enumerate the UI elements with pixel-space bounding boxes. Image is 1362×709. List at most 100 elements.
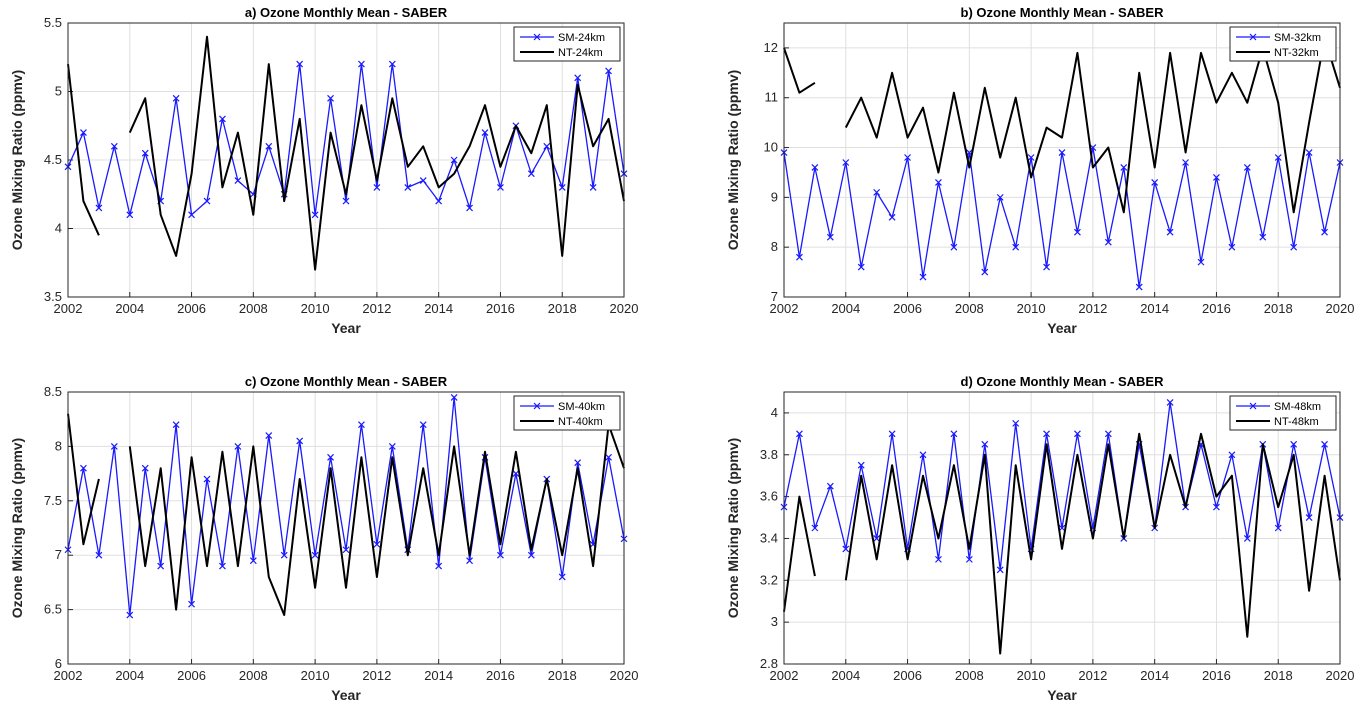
- data-point: [311, 551, 319, 559]
- legend-box: [513, 395, 621, 431]
- x-tick-label: 2006: [893, 668, 922, 683]
- series-nt-48km: [783, 432, 1341, 655]
- data-point: [342, 197, 350, 205]
- data-point: [1321, 440, 1328, 448]
- y-tick-label: 3.6: [760, 489, 778, 504]
- data-point: [605, 67, 612, 75]
- data-point: [811, 524, 819, 532]
- data-point: [1290, 440, 1298, 448]
- legend-label: NT-24km: [558, 47, 603, 59]
- data-point: [589, 183, 597, 191]
- data-point: [188, 600, 195, 608]
- legend-label: SM-24km: [558, 32, 605, 44]
- y-tick-label: 9: [771, 189, 778, 204]
- data-point: [466, 557, 473, 565]
- data-point: [796, 253, 803, 261]
- y-tick-label: 6: [55, 656, 62, 671]
- legend-label: NT-40km: [558, 416, 603, 428]
- data-point: [935, 178, 942, 186]
- data-point: [110, 142, 118, 150]
- data-point: [311, 211, 319, 219]
- data-point: [219, 562, 226, 570]
- legend-marker: [533, 402, 541, 410]
- data-point: [558, 573, 566, 581]
- data-point: [1243, 164, 1251, 171]
- x-tick-label: 2006: [177, 668, 206, 683]
- x-tick-label: 2010: [1017, 301, 1046, 316]
- x-axis-label: Year: [331, 320, 361, 336]
- data-point: [126, 611, 134, 619]
- data-point: [249, 557, 257, 565]
- data-point: [1228, 451, 1236, 459]
- data-point: [1043, 430, 1050, 438]
- legend-marker: [1249, 402, 1257, 410]
- data-point: [265, 432, 273, 439]
- legend-box: [513, 26, 621, 62]
- y-axis-label: Ozone Mixing Ratio (ppmv): [9, 70, 25, 250]
- data-point: [419, 421, 427, 429]
- data-point: [1120, 164, 1128, 171]
- chart-panel-2: 2002 2004 2006 2008 2010 2012 2014 2016 2018 2020…: [9, 374, 638, 703]
- data-point: [141, 464, 149, 472]
- data-point: [1305, 149, 1313, 156]
- data-point: [327, 94, 334, 102]
- x-tick-label: 2002: [770, 301, 799, 316]
- data-point: [1058, 149, 1066, 156]
- y-tick-label: 6.5: [44, 602, 62, 617]
- x-tick-label: 2004: [831, 668, 860, 683]
- series-sm-24km: [64, 60, 628, 219]
- data-point: [811, 164, 819, 171]
- legend: SM-32km NT-32km: [1229, 26, 1337, 62]
- data-point: [450, 394, 458, 401]
- data-point: [404, 183, 412, 191]
- x-tick-label: 2010: [1017, 668, 1046, 683]
- data-point: [796, 430, 803, 438]
- data-point: [234, 442, 242, 450]
- y-tick-label: 3.2: [760, 572, 778, 587]
- x-tick-label: 2004: [115, 301, 144, 316]
- legend-label: SM-40km: [558, 401, 605, 413]
- x-tick-label: 2018: [1264, 301, 1293, 316]
- x-tick-label: 2008: [955, 301, 984, 316]
- data-point: [388, 60, 396, 68]
- data-point: [327, 453, 334, 461]
- data-point: [1290, 243, 1298, 251]
- data-point: [172, 94, 180, 102]
- data-point: [280, 551, 288, 559]
- data-point: [342, 546, 350, 554]
- chart-panel-1: 2002 2004 2006 2008 2010 2012 2014 2016 2018 2020…: [725, 5, 1354, 336]
- data-point: [1274, 154, 1282, 161]
- data-point: [203, 197, 211, 205]
- axes-frame: [67, 22, 625, 298]
- data-point: [574, 459, 582, 467]
- y-tick-label: 7: [55, 547, 62, 562]
- data-point: [826, 482, 834, 490]
- y-axis-label: Ozone Mixing Ratio (ppmv): [725, 438, 741, 618]
- x-tick-label: 2008: [239, 668, 268, 683]
- data-point: [950, 430, 958, 438]
- x-tick-label: 2002: [770, 668, 799, 683]
- x-tick-label: 2014: [424, 668, 453, 683]
- y-tick-label: 7.5: [44, 493, 62, 508]
- y-tick-label: 5: [55, 84, 62, 99]
- data-point: [80, 464, 87, 472]
- chart-title: c) Ozone Monthly Mean - SABER: [245, 374, 448, 389]
- data-point: [919, 451, 927, 459]
- chart-title: a) Ozone Monthly Mean - SABER: [245, 5, 448, 20]
- x-tick-label: 2002: [54, 301, 83, 316]
- x-tick-label: 2020: [610, 668, 639, 683]
- data-point: [497, 551, 504, 559]
- data-point: [1104, 238, 1112, 246]
- data-point: [1074, 430, 1081, 438]
- y-axis-label: Ozone Mixing Ratio (ppmv): [9, 438, 25, 618]
- data-point: [1305, 514, 1313, 521]
- legend-label: SM-32km: [1274, 32, 1321, 44]
- data-point: [1213, 503, 1220, 511]
- legend-label: SM-48km: [1274, 401, 1321, 413]
- data-point: [1166, 399, 1174, 406]
- x-tick-label: 2020: [610, 301, 639, 316]
- y-tick-label: 10: [764, 140, 778, 155]
- data-point: [265, 142, 273, 150]
- legend-marker: [1249, 33, 1257, 41]
